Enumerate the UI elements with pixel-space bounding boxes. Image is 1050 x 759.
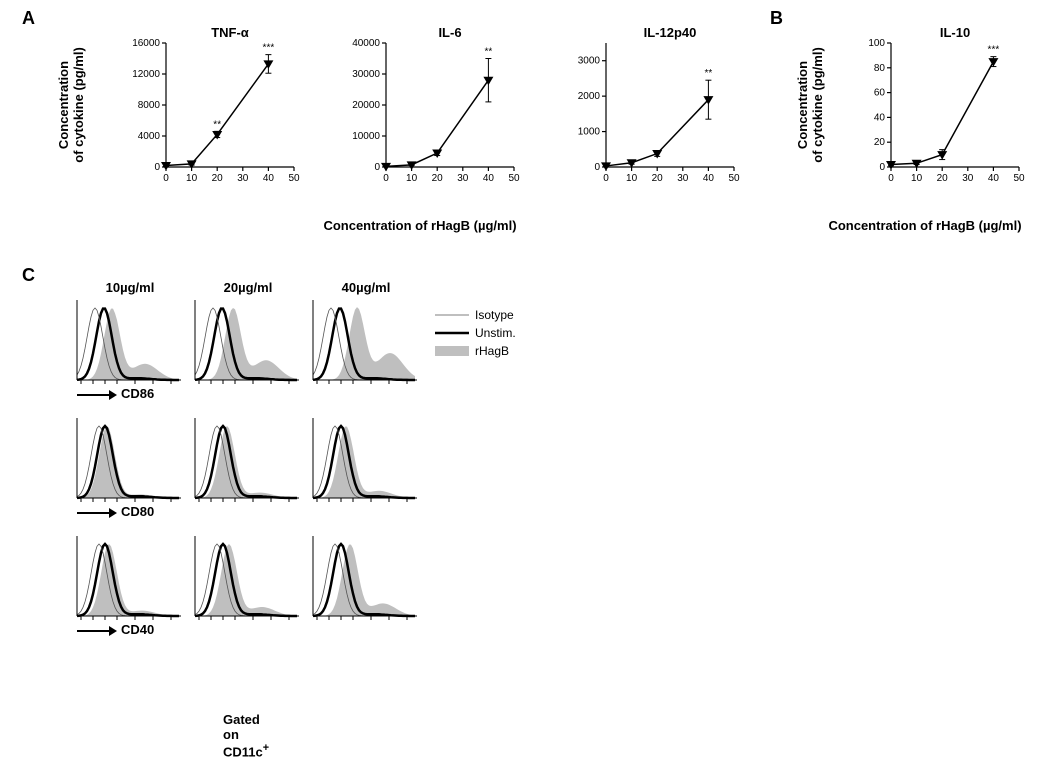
- y-axis-label-panel-b: Concentrationof cytokine (pg/ml): [795, 25, 825, 185]
- svg-text:20: 20: [652, 173, 664, 184]
- panel-label-b: B: [770, 8, 783, 29]
- svg-text:4000: 4000: [138, 131, 161, 142]
- svg-text:0: 0: [888, 173, 894, 184]
- legend-sample: [435, 327, 469, 339]
- svg-text:10: 10: [406, 173, 418, 184]
- svg-text:50: 50: [1013, 173, 1025, 184]
- legend-row: Unstim.: [435, 324, 516, 342]
- svg-text:0: 0: [163, 173, 169, 184]
- chart-il-6: IL-6 0 10000 20000 30000 40000 0 10 20 30 40 50 **: [340, 25, 520, 195]
- histo-col-header: 10µg/ml: [75, 280, 185, 295]
- svg-text:0: 0: [594, 162, 600, 173]
- svg-text:0: 0: [374, 162, 380, 173]
- x-axis-label-panel-a: Concentration of rHagB (µg/ml): [220, 218, 620, 233]
- svg-text:***: ***: [988, 45, 1000, 56]
- legend-sample: [435, 309, 469, 321]
- legend-label: rHagB: [475, 344, 509, 358]
- svg-text:20: 20: [212, 173, 224, 184]
- histo-cell: [75, 418, 185, 508]
- svg-text:50: 50: [508, 173, 520, 184]
- y-axis-label-text-b: Concentrationof cytokine (pg/ml): [795, 47, 825, 163]
- svg-text:**: **: [213, 119, 221, 130]
- histo-cell: [311, 300, 421, 390]
- chart-tnf-alpha: TNF-α040008000120001600001020304050*****: [120, 25, 300, 195]
- svg-text:40: 40: [988, 173, 1000, 184]
- svg-text:IL-12p40: IL-12p40: [644, 25, 697, 40]
- gating-note: Gated on CD11c+: [223, 712, 269, 759]
- histo-row-label: CD86: [121, 386, 154, 401]
- y-axis-label-text: Concentrationof cytokine (pg/ml): [56, 47, 86, 163]
- row-arrow: [75, 388, 117, 402]
- legend-label: Isotype: [475, 308, 514, 322]
- svg-text:**: **: [705, 68, 713, 79]
- row-arrow: [75, 506, 117, 520]
- x-axis-label-panel-b: Concentration of rHagB (µg/ml): [800, 218, 1050, 233]
- svg-text:12000: 12000: [132, 69, 160, 80]
- figure-root: A B C TNF-α04000800012000160000102030405…: [0, 0, 1050, 707]
- histo-cell: [311, 418, 421, 508]
- svg-text:20000: 20000: [352, 100, 380, 111]
- svg-text:**: **: [485, 47, 493, 58]
- svg-text:8000: 8000: [138, 100, 161, 111]
- histo-cell: [193, 536, 303, 626]
- svg-text:60: 60: [874, 88, 886, 99]
- svg-text:TNF-α: TNF-α: [211, 25, 249, 40]
- svg-text:40: 40: [874, 112, 886, 123]
- chart-il-12p40: IL-12p40 0 1000 2000 3000 0 10 20 30 40 50 **: [560, 25, 740, 195]
- legend-sample: [435, 345, 469, 357]
- panel-label-a: A: [22, 8, 35, 29]
- svg-text:30: 30: [237, 173, 249, 184]
- svg-text:16000: 16000: [132, 38, 160, 49]
- svg-text:50: 50: [728, 173, 740, 184]
- panel-label-c: C: [22, 265, 35, 286]
- histo-cell: [75, 300, 185, 390]
- histo-legend: Isotype Unstim. rHagB: [435, 306, 516, 360]
- y-axis-label-panel-a: Concentrationof cytokine (pg/ml): [56, 25, 86, 185]
- svg-text:3000: 3000: [578, 56, 601, 67]
- svg-text:20: 20: [874, 137, 886, 148]
- legend-label: Unstim.: [475, 326, 516, 340]
- histo-cell: [311, 536, 421, 626]
- svg-text:40: 40: [263, 173, 275, 184]
- histo-col-header: 20µg/ml: [193, 280, 303, 295]
- histo-cell: [75, 536, 185, 626]
- svg-text:IL-6: IL-6: [438, 25, 461, 40]
- svg-text:10000: 10000: [352, 131, 380, 142]
- histo-row-label: CD80: [121, 504, 154, 519]
- histo-col-header: 40µg/ml: [311, 280, 421, 295]
- svg-text:40000: 40000: [352, 38, 380, 49]
- svg-text:20: 20: [432, 173, 444, 184]
- svg-text:30: 30: [962, 173, 974, 184]
- svg-text:40: 40: [703, 173, 715, 184]
- svg-text:30: 30: [677, 173, 689, 184]
- svg-text:20: 20: [937, 173, 949, 184]
- svg-text:IL-10: IL-10: [940, 25, 970, 40]
- svg-text:***: ***: [263, 43, 275, 54]
- histo-cell: [193, 418, 303, 508]
- svg-text:1000: 1000: [578, 127, 601, 138]
- svg-text:0: 0: [383, 173, 389, 184]
- histo-row-label: CD40: [121, 622, 154, 637]
- svg-text:10: 10: [186, 173, 198, 184]
- svg-text:50: 50: [288, 173, 300, 184]
- svg-text:10: 10: [911, 173, 923, 184]
- row-arrow: [75, 624, 117, 638]
- chart-il-10: IL-10 0 20 40 60 80 100 0 10 20 30 40 50 ***: [845, 25, 1025, 195]
- svg-text:40: 40: [483, 173, 495, 184]
- svg-text:30: 30: [457, 173, 469, 184]
- svg-text:0: 0: [603, 173, 609, 184]
- histo-cell: [193, 300, 303, 390]
- svg-text:80: 80: [874, 63, 886, 74]
- svg-text:2000: 2000: [578, 91, 601, 102]
- svg-text:0: 0: [879, 162, 885, 173]
- svg-text:10: 10: [626, 173, 638, 184]
- legend-row: Isotype: [435, 306, 516, 324]
- svg-text:0: 0: [154, 162, 160, 173]
- svg-text:100: 100: [868, 38, 885, 49]
- svg-text:30000: 30000: [352, 69, 380, 80]
- legend-row: rHagB: [435, 342, 516, 360]
